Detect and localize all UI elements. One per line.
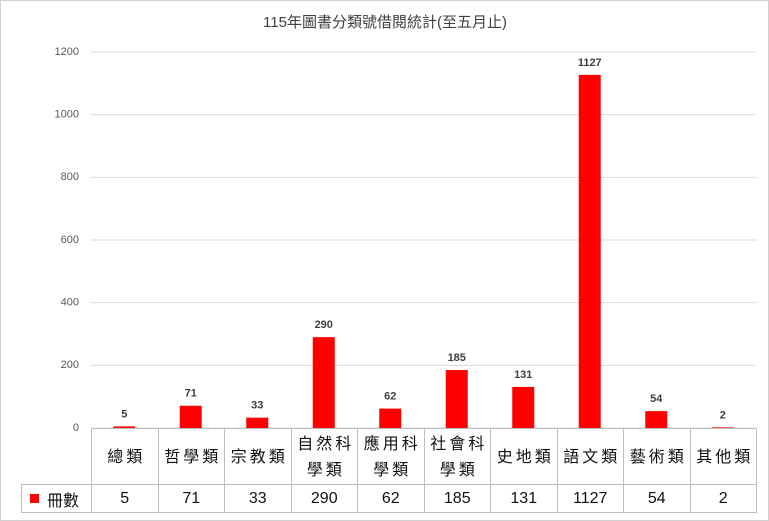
data-label: 62 [384, 390, 396, 402]
data-label: 185 [448, 352, 466, 364]
data-label: 1127 [578, 57, 602, 69]
x-tick-label: 史地類 [490, 428, 558, 485]
legend-cell: 冊數 [21, 484, 92, 513]
bar [312, 337, 335, 428]
x-tick-label: 宗教類 [224, 428, 292, 485]
y-tick-label: 600 [61, 234, 79, 246]
y-tick-label: 400 [61, 297, 79, 309]
y-tick-label: 0 [73, 422, 79, 434]
x-tick-label: 總類 [91, 428, 159, 485]
data-label: 131 [514, 369, 532, 381]
legend-label: 冊數 [47, 490, 80, 510]
table-value: 185 [423, 484, 491, 513]
x-tick-label: 哲學類 [157, 428, 225, 485]
bar [645, 411, 668, 428]
x-tick-label: 社會科學類 [423, 428, 491, 485]
bar [113, 426, 136, 428]
y-tick-label: 800 [61, 171, 79, 183]
table-value: 2 [689, 484, 757, 513]
bar [512, 386, 535, 428]
table-value: 5 [91, 484, 159, 513]
data-label: 290 [315, 319, 333, 331]
bar [445, 370, 468, 428]
table-value: 71 [157, 484, 225, 513]
legend-swatch [30, 494, 39, 503]
table-value: 33 [224, 484, 292, 513]
data-label: 2 [720, 409, 726, 421]
bar [379, 408, 402, 428]
data-label: 71 [185, 388, 197, 400]
bar [179, 405, 202, 428]
table-value: 290 [290, 484, 358, 513]
chart-title: 115年圖書分類號借閱統計(至五月止) [263, 14, 507, 31]
x-tick-label: 藝術類 [623, 428, 691, 485]
y-tick-label: 1000 [55, 109, 79, 121]
x-tick-label: 其他類 [689, 428, 757, 485]
x-tick-label: 自然科學類 [290, 428, 358, 485]
bar [246, 417, 269, 428]
bar [711, 427, 734, 428]
bar [578, 74, 601, 428]
data-label: 5 [121, 408, 127, 420]
table-value: 54 [623, 484, 691, 513]
y-tick-label: 1200 [55, 46, 79, 58]
data-label: 54 [650, 393, 663, 405]
x-tick-label: 語文類 [556, 428, 624, 485]
table-value: 1127 [556, 484, 624, 513]
table-value: 62 [357, 484, 425, 513]
table-value: 131 [490, 484, 558, 513]
x-tick-label: 應用科學類 [357, 428, 425, 485]
data-label: 33 [251, 400, 263, 412]
y-tick-label: 200 [61, 359, 79, 371]
